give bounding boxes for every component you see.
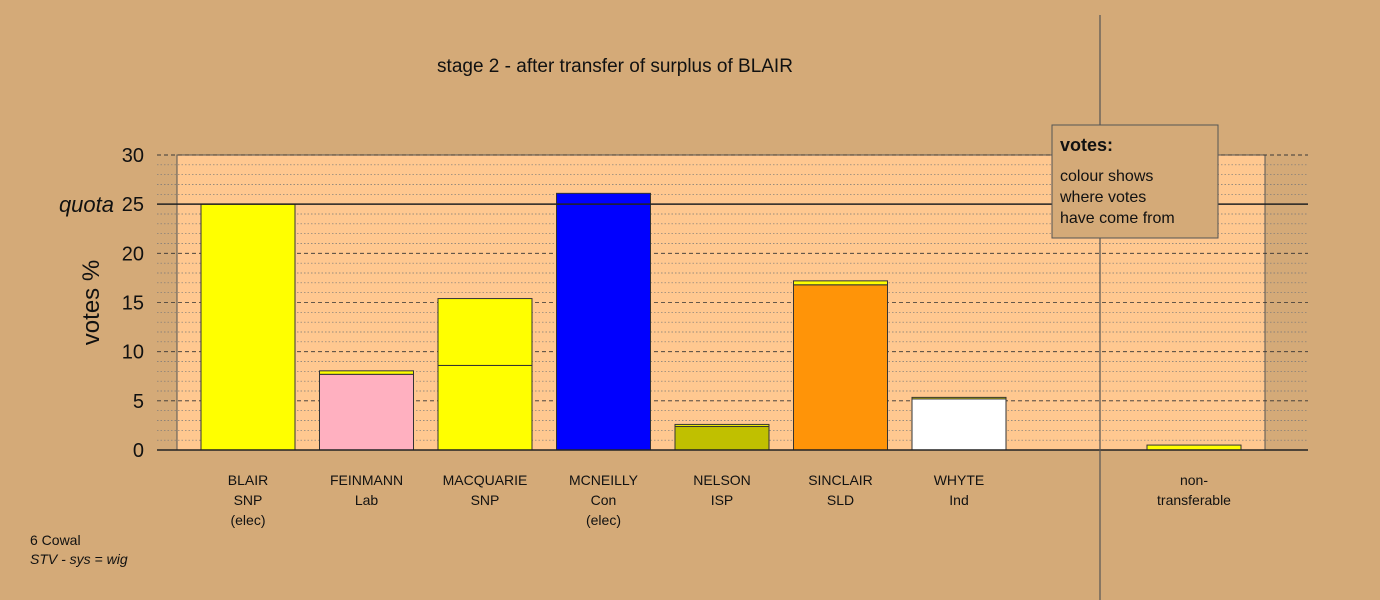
- y-tick-label: 30: [122, 145, 144, 167]
- candidate-status-label: (elec): [230, 512, 265, 528]
- system-label: STV - sys = wig: [30, 551, 128, 567]
- candidate-party-label: Lab: [355, 492, 379, 508]
- legend-line: have come from: [1060, 210, 1175, 227]
- candidate-party-label: Ind: [949, 492, 968, 508]
- candidate-name-label: MACQUARIE: [443, 472, 528, 488]
- candidate-party-label: ISP: [711, 492, 734, 508]
- candidate-name-label: NELSON: [693, 472, 751, 488]
- candidate-bar-segment: [674, 425, 770, 451]
- legend-line: colour shows: [1060, 168, 1153, 185]
- candidate-bar-segment: [319, 373, 414, 451]
- candidate-party-label: SNP: [471, 492, 500, 508]
- candidate-bar-segment: [437, 298, 533, 366]
- candidate-party-label: SLD: [827, 492, 854, 508]
- candidate-party-label: Con: [591, 492, 617, 508]
- candidate-bar-segment: [911, 398, 1007, 451]
- candidate-name-label: SINCLAIR: [808, 472, 873, 488]
- candidate-bar-segment: [319, 370, 414, 375]
- quota-label: quota: [59, 192, 114, 217]
- y-tick-label: 5: [133, 391, 144, 413]
- candidate-bar-segment: [793, 280, 888, 286]
- candidate-status-label: (elec): [586, 512, 621, 528]
- constituency-label: 6 Cowal: [30, 532, 81, 548]
- candidate-bar-segment: [793, 284, 888, 451]
- candidate-name-label: BLAIR: [228, 472, 268, 488]
- candidate-name-label: MCNEILLY: [569, 472, 639, 488]
- y-tick-label: 10: [122, 342, 144, 364]
- legend-title: votes:: [1060, 135, 1113, 155]
- nontransferable-label-1: non-: [1180, 472, 1208, 488]
- legend-box: [1051, 124, 1219, 239]
- candidate-bar-segment: [674, 423, 770, 427]
- y-tick-label: 25: [122, 194, 144, 216]
- y-tick-label: 20: [122, 243, 144, 265]
- candidate-name-label: WHYTE: [934, 472, 985, 488]
- footer: 6 Cowal STV - sys = wig: [30, 531, 128, 569]
- candidate-party-label: SNP: [234, 492, 263, 508]
- legend-line: where votes: [1059, 189, 1146, 206]
- y-tick-label: 0: [133, 440, 144, 462]
- candidate-bar-segment: [437, 364, 533, 451]
- candidate-bar-segment: [911, 396, 1007, 400]
- y-tick-label: 15: [122, 293, 144, 315]
- y-axis-label: votes %: [78, 260, 105, 345]
- chart-title: stage 2 - after transfer of surplus of B…: [437, 56, 793, 77]
- candidate-bar-segment: [556, 192, 651, 451]
- nontransferable-label-2: transferable: [1157, 492, 1231, 508]
- candidate-bar-segment: [200, 203, 296, 451]
- candidate-name-label: FEINMANN: [330, 472, 403, 488]
